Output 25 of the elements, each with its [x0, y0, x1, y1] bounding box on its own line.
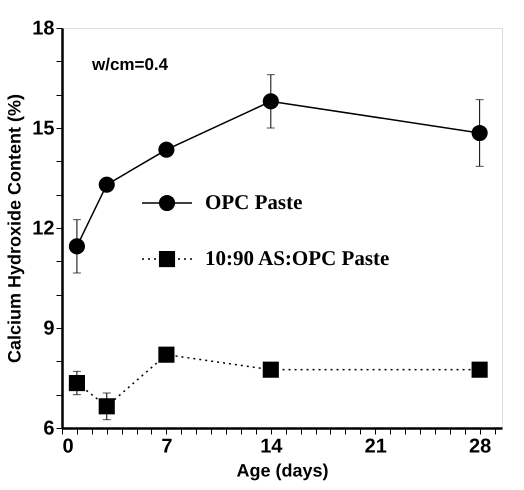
point [262, 362, 279, 378]
y-tick-label: 6 [43, 418, 54, 440]
y-tick-label: 18 [32, 18, 54, 40]
point [262, 93, 279, 110]
point [98, 398, 115, 414]
point [472, 362, 488, 378]
x-tick-label: 0 [62, 436, 74, 458]
annotation: w/cm=0.4 [91, 55, 169, 74]
x-tick-label: 7 [161, 436, 172, 458]
point [158, 142, 174, 158]
point [68, 374, 85, 392]
y-tick-label: 12 [32, 218, 54, 240]
y-tick-label: 15 [32, 118, 54, 140]
y-axis-title: Calcium Hydroxide Content (%) [4, 94, 24, 364]
x-axis-title: Age (days) [236, 460, 329, 480]
point [68, 238, 85, 254]
point [472, 124, 488, 142]
point [98, 176, 115, 193]
x-tick-label: 28 [469, 436, 492, 458]
x-tick-label: 21 [364, 436, 387, 458]
point [158, 346, 174, 363]
legend-label: 10:90 AS:OPC Paste [205, 246, 390, 270]
x-tick-label: 14 [260, 436, 284, 458]
y-tick-label: 9 [43, 318, 54, 340]
legend-label: OPC Paste [205, 190, 302, 214]
